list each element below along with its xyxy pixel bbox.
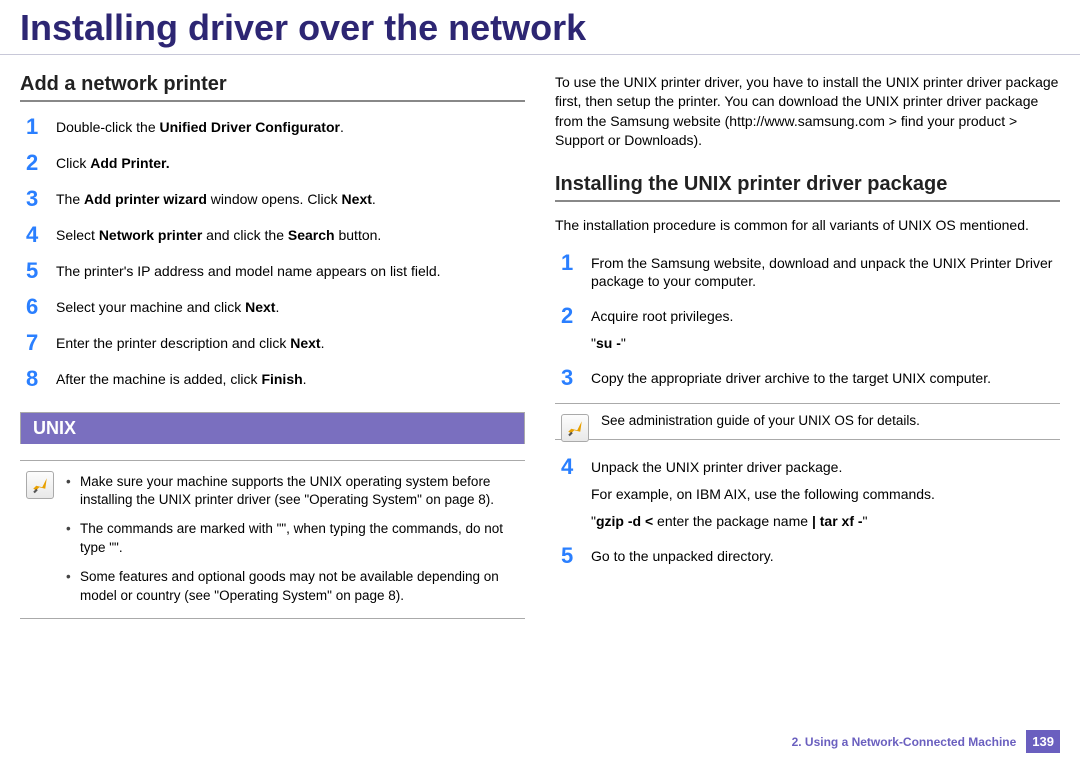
step-text: Go to the unpacked directory.	[591, 545, 1060, 566]
step-number: 5	[26, 260, 56, 282]
step-item: 7Enter the printer description and click…	[26, 332, 525, 354]
step-item: 1From the Samsung website, download and …	[561, 252, 1060, 292]
step-number: 1	[26, 116, 56, 138]
step-item: 5Go to the unpacked directory.	[561, 545, 1060, 567]
step-text: The Add printer wizard window opens. Cli…	[56, 188, 525, 209]
page-number: 139	[1026, 730, 1060, 753]
step-number: 2	[26, 152, 56, 174]
steps-unix-a: 1From the Samsung website, download and …	[555, 252, 1060, 390]
step-text: Acquire root privileges."su -"	[591, 305, 1060, 353]
steps-add-printer: 1Double-click the Unified Driver Configu…	[20, 116, 525, 390]
step-item: 3The Add printer wizard window opens. Cl…	[26, 188, 525, 210]
step-number: 8	[26, 368, 56, 390]
steps-unix-b: 4Unpack the UNIX printer driver package.…	[555, 456, 1060, 567]
step-text: Double-click the Unified Driver Configur…	[56, 116, 525, 137]
step-item: 2Acquire root privileges."su -"	[561, 305, 1060, 353]
note-box-unix: Make sure your machine supports the UNIX…	[20, 460, 525, 619]
step-text: From the Samsung website, download and u…	[591, 252, 1060, 292]
note-bullets: Make sure your machine supports the UNIX…	[66, 473, 517, 606]
note-text: See administration guide of your UNIX OS…	[601, 413, 920, 428]
step-text: Select Network printer and click the Sea…	[56, 224, 525, 245]
right-column: To use the UNIX printer driver, you have…	[555, 73, 1060, 619]
step-number: 5	[561, 545, 591, 567]
step-item: 2Click Add Printer.	[26, 152, 525, 174]
step-item: 1Double-click the Unified Driver Configu…	[26, 116, 525, 138]
step-item: 8After the machine is added, click Finis…	[26, 368, 525, 390]
step-item: 4Unpack the UNIX printer driver package.…	[561, 456, 1060, 531]
step-number: 7	[26, 332, 56, 354]
page-title: Installing driver over the network	[0, 0, 1080, 55]
intro-paragraph: To use the UNIX printer driver, you have…	[555, 73, 1060, 151]
step-number: 2	[561, 305, 591, 327]
note-bullet: Some features and optional goods may not…	[66, 568, 517, 606]
step-text: Select your machine and click Next.	[56, 296, 525, 317]
step-text: Copy the appropriate driver archive to t…	[591, 367, 1060, 388]
heading-add-printer: Add a network printer	[20, 73, 525, 102]
step-number: 1	[561, 252, 591, 274]
step-number: 4	[26, 224, 56, 246]
note-icon	[26, 471, 54, 499]
step-number: 3	[26, 188, 56, 210]
note-bullet: The commands are marked with "", when ty…	[66, 520, 517, 558]
step-text: Enter the printer description and click …	[56, 332, 525, 353]
step-item: 6Select your machine and click Next.	[26, 296, 525, 318]
step-item: 3Copy the appropriate driver archive to …	[561, 367, 1060, 389]
step-text: After the machine is added, click Finish…	[56, 368, 525, 389]
note-box-admin: See administration guide of your UNIX OS…	[555, 403, 1060, 440]
content-columns: Add a network printer 1Double-click the …	[0, 55, 1080, 619]
note-bullet: Make sure your machine supports the UNIX…	[66, 473, 517, 511]
page-footer: 2. Using a Network-Connected Machine 139	[792, 730, 1060, 753]
footer-chapter: 2. Using a Network-Connected Machine	[792, 735, 1017, 749]
intro-paragraph-2: The installation procedure is common for…	[555, 216, 1060, 236]
step-text: Click Add Printer.	[56, 152, 525, 173]
note-icon	[561, 414, 589, 442]
step-text: The printer's IP address and model name …	[56, 260, 525, 281]
step-item: 5The printer's IP address and model name…	[26, 260, 525, 282]
step-number: 6	[26, 296, 56, 318]
unix-section-bar: UNIX	[20, 412, 525, 444]
step-number: 3	[561, 367, 591, 389]
heading-install-unix: Installing the UNIX printer driver packa…	[555, 173, 1060, 202]
step-text: Unpack the UNIX printer driver package.F…	[591, 456, 1060, 531]
left-column: Add a network printer 1Double-click the …	[20, 73, 525, 619]
step-item: 4Select Network printer and click the Se…	[26, 224, 525, 246]
step-number: 4	[561, 456, 591, 478]
